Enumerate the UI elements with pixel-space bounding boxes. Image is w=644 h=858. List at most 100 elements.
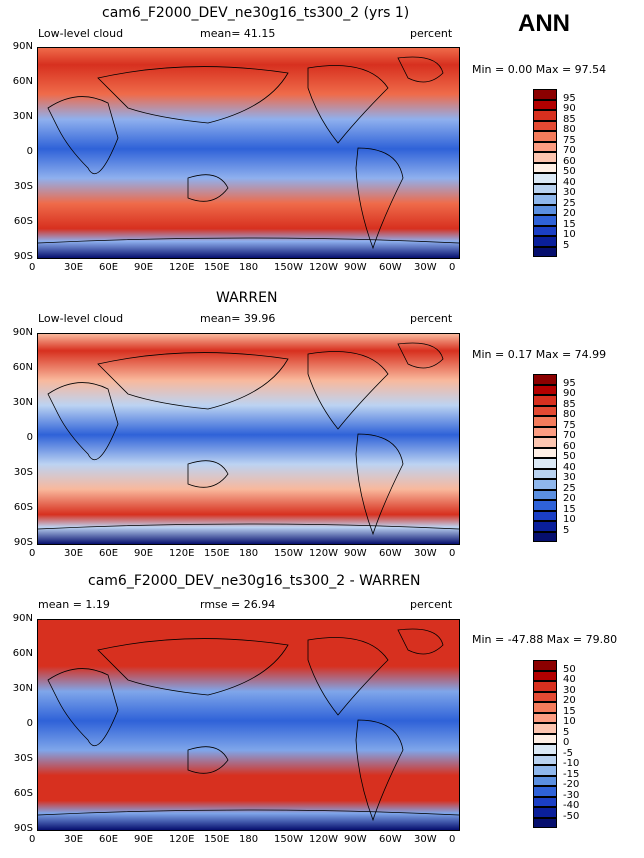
colorbar-box [533, 384, 557, 395]
colorbar-box [533, 733, 557, 744]
colorbar-box [533, 786, 557, 797]
colorbar-label: -30 [563, 789, 580, 801]
colorbar-label: 40 [563, 674, 576, 685]
lon-label: 150E [204, 548, 230, 559]
lat-label: 90S [13, 537, 33, 548]
lat-label: 90N [12, 327, 33, 338]
lon-label: 0 [29, 834, 36, 845]
colorbar-box [533, 225, 557, 236]
lon-label: 120E [169, 834, 195, 845]
colorbar-box [533, 712, 557, 723]
colorbar-box [533, 183, 557, 194]
lon-label: 0 [449, 834, 456, 845]
lat-label: 0 [26, 146, 33, 157]
colorbar-label: 5 [563, 524, 570, 536]
panel3-title: cam6_F2000_DEV_ne30g16_ts300_2 - WARREN [88, 573, 421, 589]
lon-label: 90W [344, 834, 367, 845]
colorbar-box [533, 670, 557, 681]
colorbar-box [533, 215, 557, 226]
colorbar-label: 30 [563, 187, 576, 198]
colorbar-box [533, 99, 557, 110]
colorbar-box [533, 796, 557, 807]
colorbar-box [533, 458, 557, 469]
colorbar-label: 75 [563, 419, 576, 431]
lon-label: 0 [29, 548, 36, 559]
lat-label: 0 [26, 718, 33, 729]
colorbar-box [533, 468, 557, 479]
lon-label: 90E [134, 548, 154, 559]
colorbar-label: 60 [563, 440, 576, 452]
colorbar-box [533, 691, 557, 702]
colorbar-box [533, 775, 557, 786]
colorbar-label: -20 [563, 779, 580, 790]
lon-label: 30E [64, 262, 84, 273]
colorbar-label: -15 [563, 768, 580, 780]
panel1-title: cam6_F2000_DEV_ne30g16_ts300_2 (yrs 1) [102, 5, 410, 21]
lat-label: 60N [12, 648, 33, 659]
colorbar-box [533, 681, 557, 692]
lat-label: 30N [12, 397, 33, 408]
colorbar-label: 70 [563, 145, 576, 156]
colorbar-box [533, 500, 557, 511]
colorbar-label: 25 [563, 482, 576, 494]
colorbar-label: 5 [563, 239, 570, 251]
lon-label: 120E [169, 262, 195, 273]
colorbar-box [533, 447, 557, 458]
lon-label: 120W [309, 548, 338, 559]
lon-label: 30W [414, 262, 437, 273]
colorbar-box [533, 416, 557, 427]
colorbar-box [533, 141, 557, 152]
colorbar-label: 30 [563, 472, 576, 483]
colorbar-label: 10 [563, 716, 576, 727]
lon-label: 60W [379, 834, 402, 845]
panel2-left-text: Low-level cloud [38, 312, 124, 325]
lon-label: 120E [169, 548, 195, 559]
colorbar-label: 80 [563, 409, 576, 420]
lat-label: 60S [13, 788, 33, 799]
colorbar-label: 20 [563, 695, 576, 706]
colorbar-label: 50 [563, 451, 576, 462]
lat-label: 60S [13, 502, 33, 513]
lon-label: 30W [414, 548, 437, 559]
colorbar-box [533, 89, 557, 100]
lon-label: 120W [309, 834, 338, 845]
lon-label: 90E [134, 262, 154, 273]
colorbar-box [533, 702, 557, 713]
colorbar-label: 0 [563, 737, 570, 748]
colorbar-box [533, 489, 557, 500]
colorbar-box [533, 510, 557, 521]
lat-label: 30S [13, 467, 33, 478]
colorbar-label: 85 [563, 398, 576, 410]
colorbar-label: -5 [563, 747, 573, 759]
lon-label: 180 [239, 262, 259, 273]
lon-label: 180 [239, 548, 259, 559]
lat-label: 90N [12, 41, 33, 52]
lon-label: 180 [239, 834, 259, 845]
panel1-minmax: Min = 0.00 Max = 97.54 [472, 63, 607, 76]
colorbar-box [533, 437, 557, 448]
lon-label: 90W [344, 262, 367, 273]
lon-label: 0 [449, 548, 456, 559]
colorbar-box [533, 236, 557, 247]
colorbar-label: 50 [563, 663, 576, 675]
colorbar-label: 50 [563, 166, 576, 177]
colorbar-box [533, 479, 557, 490]
lon-label: 150W [274, 548, 303, 559]
lat-label: 30S [13, 181, 33, 192]
colorbar-label: 60 [563, 155, 576, 167]
panel3-map [37, 619, 460, 831]
colorbar-box [533, 765, 557, 776]
panel1-map [37, 47, 460, 259]
lon-label: 60E [99, 548, 119, 559]
panel1-mean: mean= 41.15 [200, 27, 276, 40]
lat-label: 30S [13, 753, 33, 764]
colorbar-label: 80 [563, 124, 576, 135]
annual-label: ANN [518, 10, 570, 37]
lat-label: 0 [26, 432, 33, 443]
colorbar-label: 5 [563, 726, 570, 738]
lat-label: 60N [12, 362, 33, 373]
panel3-mean: mean = 1.19 [38, 598, 110, 611]
colorbar-box [533, 395, 557, 406]
lat-label: 30N [12, 111, 33, 122]
lon-label: 0 [449, 262, 456, 273]
